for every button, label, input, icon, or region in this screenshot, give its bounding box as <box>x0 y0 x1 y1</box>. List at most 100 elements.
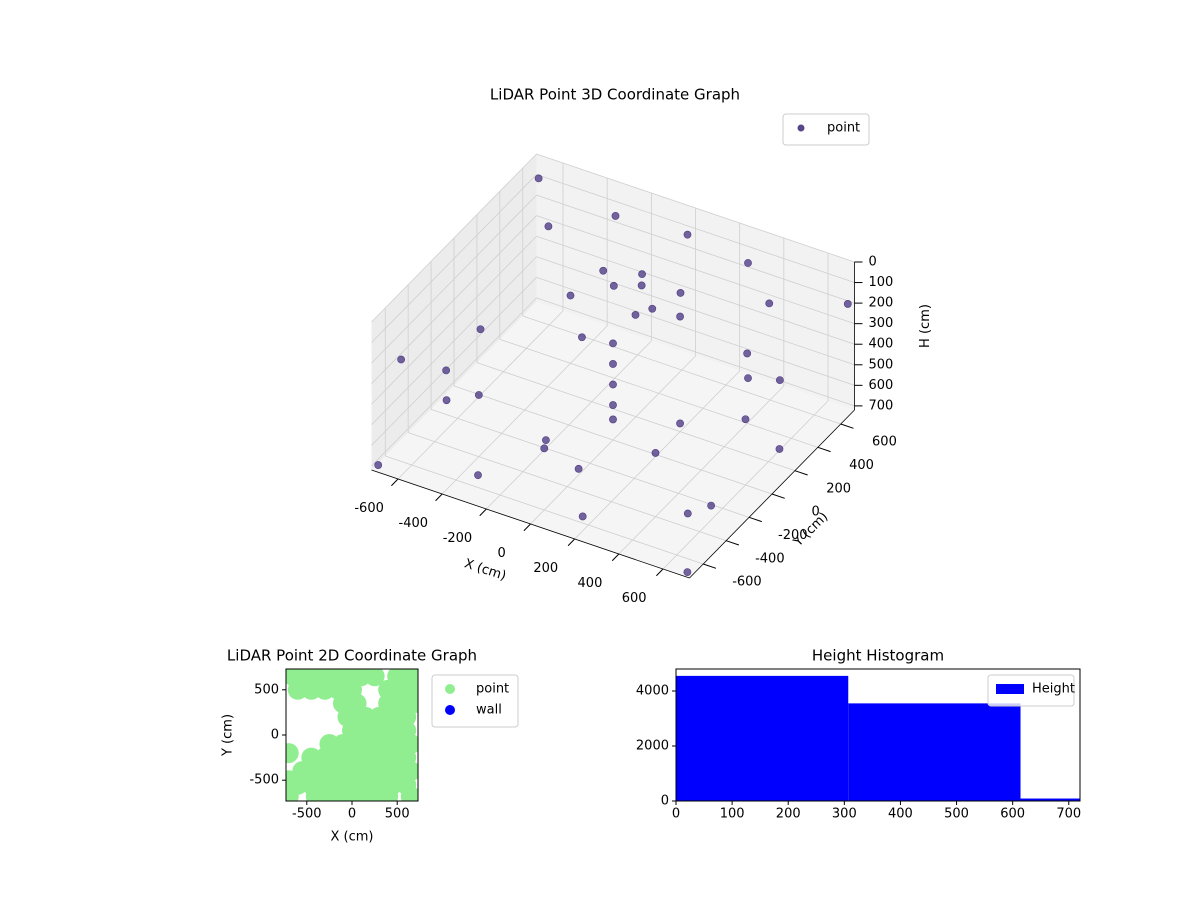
grid-line <box>536 215 855 325</box>
grid-line <box>536 153 855 263</box>
point <box>442 396 451 405</box>
point <box>651 449 660 457</box>
point <box>599 266 608 275</box>
point <box>775 376 784 385</box>
legend-marker <box>445 705 455 715</box>
legend-label: point <box>476 682 509 697</box>
point <box>378 786 399 801</box>
point <box>676 289 685 297</box>
grid-line <box>453 385 773 495</box>
point <box>323 786 344 801</box>
grid-line <box>476 362 796 472</box>
x-tick <box>656 568 664 577</box>
z-tick-label: 0 <box>869 255 877 270</box>
point <box>765 299 774 308</box>
grid-line <box>536 194 855 304</box>
legend-marker <box>445 684 455 694</box>
axes-frame <box>285 668 419 802</box>
grid-line <box>371 235 537 405</box>
legend-frame <box>987 674 1075 707</box>
point <box>609 360 617 368</box>
x-tick <box>479 508 487 517</box>
point <box>286 770 299 791</box>
z-tick-label: 300 <box>869 316 894 331</box>
x-tick-label: -600 <box>354 501 384 516</box>
point <box>775 445 784 453</box>
point <box>442 366 451 375</box>
x-tick-label: 500 <box>385 807 410 822</box>
point <box>609 339 617 348</box>
x-tick-label: -500 <box>292 807 322 822</box>
y-tick-label: 2000 <box>636 739 669 754</box>
grid-line <box>371 153 537 323</box>
x-tick-label: -200 <box>443 531 473 546</box>
legend-label: point <box>827 121 860 136</box>
z-tick-label: 700 <box>869 398 894 413</box>
point <box>637 281 646 290</box>
y-axis-line <box>689 409 855 579</box>
grid-line <box>371 174 537 343</box>
y-tick <box>817 446 831 453</box>
point <box>611 212 620 220</box>
y-tick-label: 400 <box>849 458 874 473</box>
histogram-bar <box>1020 798 1080 801</box>
point <box>574 464 583 473</box>
grid-line <box>408 432 727 542</box>
x-tick-label: 700 <box>1056 807 1081 822</box>
z-axis-label: H (cm) <box>918 304 933 348</box>
grid-line <box>371 256 537 426</box>
z-tick-label: 100 <box>869 275 894 290</box>
grid-line <box>371 194 537 364</box>
y-tick-label: 200 <box>826 481 851 496</box>
point <box>397 355 406 364</box>
x-axis-label: X (cm) <box>331 830 374 845</box>
point <box>683 568 692 577</box>
grid-line <box>385 455 704 565</box>
y-tick <box>703 563 717 569</box>
y-tick-label: -400 <box>755 551 785 566</box>
x-tick-label: 100 <box>720 807 745 822</box>
point <box>540 444 549 453</box>
point <box>342 786 362 801</box>
point <box>843 300 852 308</box>
x-tick-label: 400 <box>578 576 603 591</box>
x-tick-label: 600 <box>622 591 647 606</box>
y-tick <box>840 423 854 429</box>
y-tick-label: -500 <box>249 773 279 788</box>
histogram-bar <box>848 703 1021 801</box>
grid-line <box>430 408 750 518</box>
y-tick-label: 500 <box>254 682 279 697</box>
axes-title: Height Histogram <box>812 647 944 665</box>
point <box>578 512 587 521</box>
point <box>638 270 646 279</box>
legend-marker <box>996 684 1024 694</box>
point <box>476 325 485 334</box>
point <box>374 461 383 469</box>
point <box>609 415 617 424</box>
y-tick-label: 0 <box>661 794 669 809</box>
x-tick <box>611 553 620 562</box>
legend-label: wall <box>476 703 502 718</box>
grid-line <box>536 276 855 386</box>
x-tick <box>435 493 443 502</box>
grid-line <box>536 174 855 283</box>
z-tick-label: 400 <box>869 337 894 352</box>
x-tick-label: -400 <box>399 516 429 531</box>
x-tick-label: 0 <box>497 546 505 561</box>
point <box>609 380 617 389</box>
point <box>360 786 381 801</box>
point <box>364 669 385 687</box>
x-tick-label: 0 <box>348 807 356 822</box>
axes-frame <box>675 668 1081 802</box>
histogram-bar <box>676 675 849 801</box>
point <box>676 419 684 428</box>
point <box>542 436 550 445</box>
legend-label: Height <box>1032 682 1075 697</box>
x-tick-label: 600 <box>1000 807 1025 822</box>
point <box>609 281 618 290</box>
x-tick-label: 500 <box>944 807 969 822</box>
y-tick-label: -200 <box>778 528 808 543</box>
x-tick-label: 200 <box>533 561 558 576</box>
x-axis-line <box>371 469 690 579</box>
point <box>534 174 543 183</box>
